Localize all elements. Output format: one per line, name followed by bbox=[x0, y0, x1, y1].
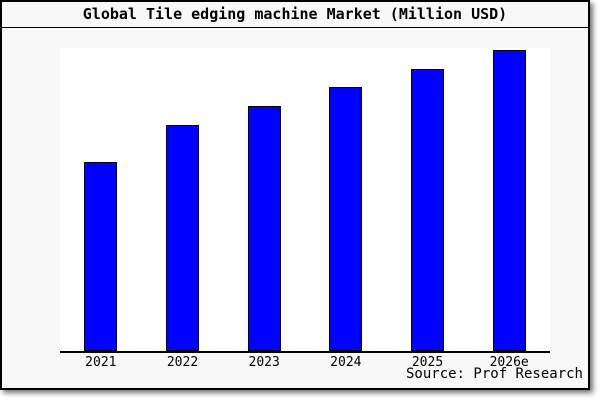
bar-2025 bbox=[411, 69, 444, 351]
x-tick-label-2026e: 2026e bbox=[489, 355, 529, 370]
source-attribution: Source: Prof Research bbox=[405, 366, 583, 382]
x-tick-label-2024: 2024 bbox=[330, 355, 362, 370]
bar-2023 bbox=[247, 106, 281, 351]
x-axis-labels: 2021 2022 2023 2024 2025 2026e bbox=[60, 355, 550, 371]
bar-2024 bbox=[329, 87, 363, 351]
x-tick-label-2022: 2022 bbox=[166, 355, 199, 370]
bar-2021 bbox=[84, 162, 118, 351]
x-tick-label-2025: 2025 bbox=[411, 355, 444, 370]
x-tick-label-2021: 2021 bbox=[85, 355, 117, 370]
chart-frame: Global Tile edging machine Market (Milli… bbox=[0, 0, 590, 390]
bar-2026e bbox=[492, 50, 526, 351]
x-tick-label-2023: 2023 bbox=[248, 355, 280, 370]
chart-title: Global Tile edging machine Market (Milli… bbox=[2, 2, 588, 28]
plot-area bbox=[60, 48, 550, 353]
bar-2022 bbox=[166, 125, 199, 351]
